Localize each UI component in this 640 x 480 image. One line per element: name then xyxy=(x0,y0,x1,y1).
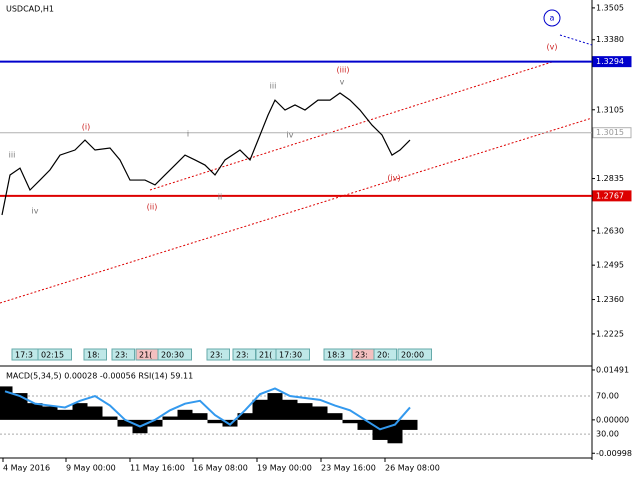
wave-label: i xyxy=(187,130,189,139)
time-flag-label: 17:3 xyxy=(15,351,33,360)
y-tick-label: 0.01491 xyxy=(596,365,629,374)
y-tick-label: 1.2495 xyxy=(596,261,624,270)
x-tick-label: 16 May 08:00 xyxy=(193,464,248,473)
wave-label: (iii) xyxy=(337,66,350,75)
time-flag-label: 02:15 xyxy=(41,351,64,360)
time-flag-label: 23: xyxy=(210,351,223,360)
y-tick-label: 1.2225 xyxy=(596,329,624,338)
x-tick-label: 23 May 16:00 xyxy=(321,464,376,473)
y-tick-label: -0.00998 xyxy=(596,449,632,458)
macd-bar xyxy=(42,406,58,420)
time-flag-label: 23: xyxy=(115,351,128,360)
price-level-box xyxy=(592,190,632,202)
wave-label: iv xyxy=(287,131,294,140)
macd-bar xyxy=(27,403,43,420)
price-level-label: 1.3015 xyxy=(596,128,624,137)
trend-line xyxy=(559,34,593,46)
y-tick-label: 1.2630 xyxy=(596,226,624,235)
y-tick-label: 70.00 xyxy=(596,392,619,401)
macd-bar xyxy=(237,413,253,420)
time-flag xyxy=(275,348,310,361)
x-tick-label: 19 May 00:00 xyxy=(257,464,312,473)
wave-label: (i) xyxy=(82,123,90,132)
time-flag xyxy=(83,348,107,361)
macd-bar xyxy=(177,409,193,420)
wave-label: (ii) xyxy=(147,203,158,212)
macd-bar xyxy=(312,406,328,420)
macd-bar xyxy=(0,386,13,420)
macd-bar xyxy=(282,399,298,420)
time-flag-label: 18: xyxy=(87,351,100,360)
time-flag xyxy=(397,348,432,361)
price-level-label: 1.3294 xyxy=(596,57,624,66)
wave-label: iii xyxy=(270,82,277,91)
price-line xyxy=(1,92,411,216)
macd-bar xyxy=(327,413,343,420)
macd-bar xyxy=(117,419,133,427)
x-tick-label: 26 May 08:00 xyxy=(385,464,440,473)
macd-bar xyxy=(297,403,313,420)
time-flag xyxy=(37,348,72,361)
time-flag-label: 20: xyxy=(377,351,390,360)
macd-bar xyxy=(252,399,268,420)
wave-label: iv xyxy=(32,207,39,216)
macd-bar xyxy=(357,419,373,430)
rsi-line xyxy=(4,387,411,431)
macd-bar xyxy=(267,393,283,420)
time-flag-label: 21( xyxy=(259,351,272,360)
wave-label: a xyxy=(550,14,555,23)
time-flag-label: 23: xyxy=(355,351,368,360)
time-flag-label: 21( xyxy=(139,351,152,360)
y-tick-label: 1.3505 xyxy=(596,3,624,12)
trend-line xyxy=(0,117,593,304)
macd-bar xyxy=(207,419,223,424)
chart-title: USDCAD,H1 xyxy=(6,5,54,14)
price-level-box xyxy=(592,127,632,139)
time-flag xyxy=(373,348,397,361)
y-tick-label: 0.00000 xyxy=(596,415,629,424)
indicator-title: MACD(5,34,5) 0.00028 -0.00056 RSI(14) 59… xyxy=(6,372,193,381)
wave-label: v xyxy=(340,78,345,87)
macd-bar xyxy=(72,403,88,420)
y-tick-label: 30.00 xyxy=(596,430,619,439)
x-tick-label: 9 May 00:00 xyxy=(66,464,116,473)
time-flag-label: 18:3 xyxy=(327,351,345,360)
macd-bar xyxy=(87,406,103,420)
x-tick-label: 4 May 2016 xyxy=(3,464,50,473)
x-tick-label: 11 May 16:00 xyxy=(130,464,185,473)
y-tick-label: 1.3380 xyxy=(596,35,624,44)
y-tick-label: 1.3105 xyxy=(596,105,624,114)
time-flag-label: 23: xyxy=(236,351,249,360)
macd-bar xyxy=(102,416,118,420)
time-flag-label: 20:00 xyxy=(401,351,424,360)
wave-label: iii xyxy=(9,151,16,160)
macd-bar xyxy=(192,413,208,420)
time-flag-label: 20:30 xyxy=(161,351,184,360)
wave-circle xyxy=(543,9,561,27)
time-flag xyxy=(206,348,230,361)
y-tick-label: 1.2360 xyxy=(596,295,624,304)
macd-bar xyxy=(147,419,163,427)
macd-bar xyxy=(402,419,418,430)
macd-bar xyxy=(342,419,358,424)
macd-bar xyxy=(162,416,178,420)
wave-label: ii xyxy=(218,193,222,202)
time-flag-label: 17:30 xyxy=(279,351,302,360)
time-flag xyxy=(157,348,192,361)
time-flag xyxy=(111,348,135,361)
price-level-box xyxy=(592,56,632,68)
wave-label: (v) xyxy=(547,43,558,52)
wave-label: (iv) xyxy=(387,174,400,183)
y-tick-label: 1.2835 xyxy=(596,174,624,183)
macd-bar xyxy=(57,409,73,420)
price-level-label: 1.2767 xyxy=(596,191,624,200)
macd-bar xyxy=(12,393,28,420)
